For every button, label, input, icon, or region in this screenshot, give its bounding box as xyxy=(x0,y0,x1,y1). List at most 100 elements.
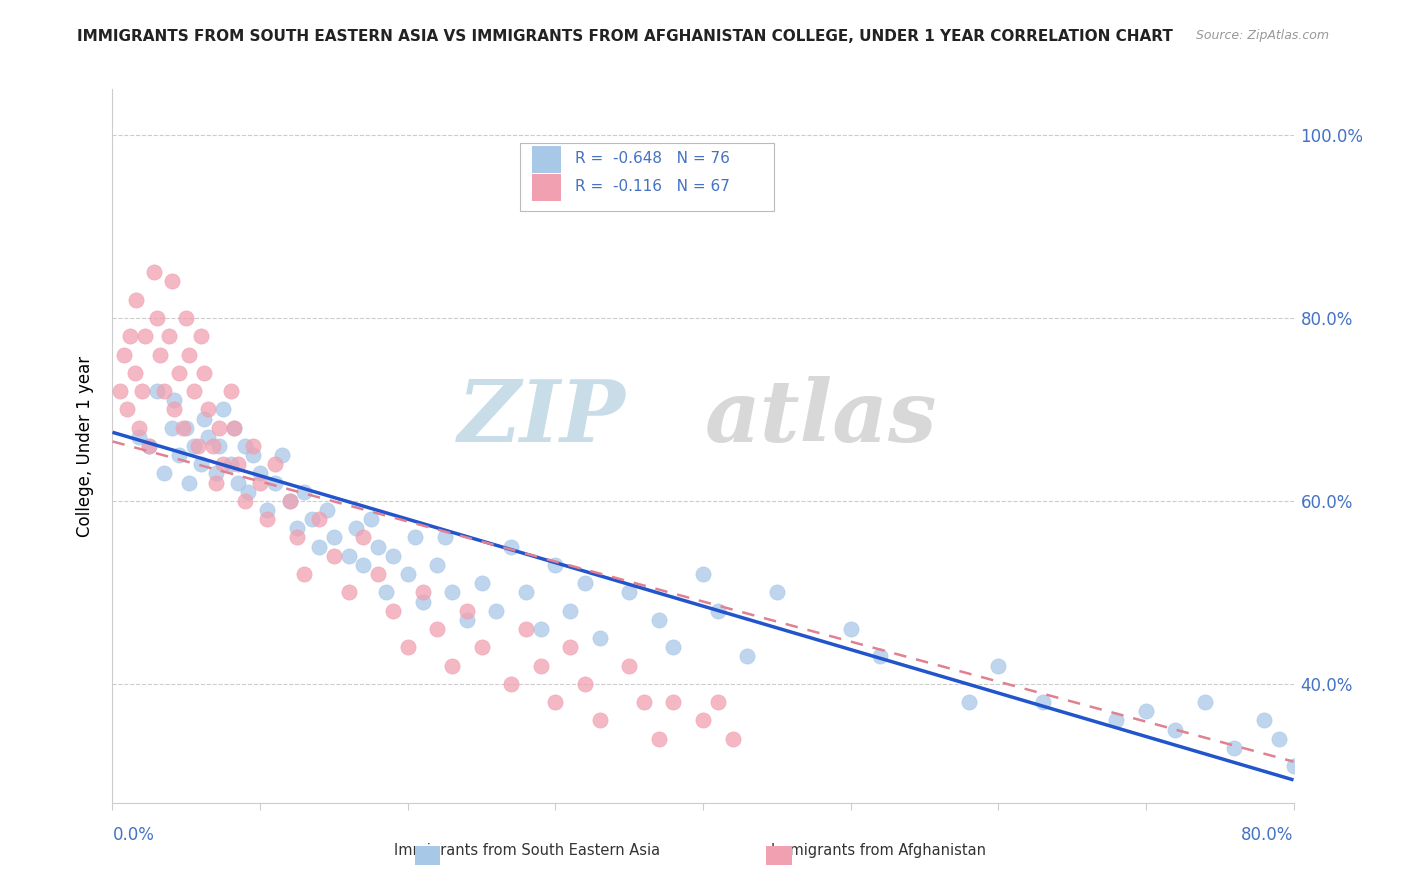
Point xyxy=(529,622,551,636)
Point xyxy=(278,494,301,508)
Point xyxy=(226,475,249,490)
Point xyxy=(131,384,153,398)
Point xyxy=(633,695,655,709)
Point xyxy=(869,649,891,664)
Point xyxy=(193,411,215,425)
Point xyxy=(382,604,405,618)
Point xyxy=(987,658,1010,673)
Point xyxy=(1223,740,1246,755)
Point xyxy=(706,604,728,618)
Point xyxy=(249,475,271,490)
Point xyxy=(183,439,205,453)
Point xyxy=(146,310,169,325)
Bar xyxy=(531,174,561,202)
Point xyxy=(117,402,138,417)
Bar xyxy=(531,145,561,173)
Point xyxy=(285,521,308,535)
Point xyxy=(167,366,190,380)
Point xyxy=(360,512,382,526)
Point xyxy=(558,604,582,618)
Point xyxy=(352,558,374,572)
Point xyxy=(441,658,464,673)
Point xyxy=(619,585,641,599)
Point xyxy=(190,329,212,343)
Point xyxy=(108,384,131,398)
Point xyxy=(278,494,301,508)
Point xyxy=(190,458,212,472)
Y-axis label: College, Under 1 year: College, Under 1 year xyxy=(76,355,94,537)
Point xyxy=(692,567,714,582)
Point xyxy=(301,512,323,526)
Point xyxy=(529,658,551,673)
Point xyxy=(292,484,315,499)
Point xyxy=(470,576,494,591)
Point xyxy=(706,695,728,709)
Point xyxy=(647,731,671,746)
Text: 80.0%: 80.0% xyxy=(1241,826,1294,844)
Text: Immigrants from Afghanistan: Immigrants from Afghanistan xyxy=(772,844,986,858)
Point xyxy=(411,594,433,608)
Point xyxy=(238,484,260,499)
Point xyxy=(222,420,245,434)
Point xyxy=(120,329,142,343)
Point xyxy=(1032,695,1054,709)
Point xyxy=(367,540,389,554)
Point xyxy=(374,585,396,599)
Point xyxy=(411,585,433,599)
Point xyxy=(172,420,194,434)
Point xyxy=(737,649,759,664)
Point xyxy=(323,531,346,545)
Point xyxy=(205,475,228,490)
Point xyxy=(174,310,197,325)
Point xyxy=(1164,723,1187,737)
Point xyxy=(441,585,464,599)
Text: atlas: atlas xyxy=(704,376,938,459)
Text: R =  -0.648   N = 76: R = -0.648 N = 76 xyxy=(575,151,730,166)
Point xyxy=(839,622,862,636)
Point xyxy=(149,347,172,361)
Point xyxy=(226,458,249,472)
Point xyxy=(544,695,567,709)
Point xyxy=(124,366,146,380)
Point xyxy=(242,439,264,453)
Point xyxy=(323,549,346,563)
Point xyxy=(544,558,567,572)
Point xyxy=(426,622,449,636)
Point xyxy=(256,503,278,517)
Point xyxy=(1268,731,1291,746)
Point xyxy=(264,458,287,472)
Point xyxy=(153,384,176,398)
Point xyxy=(957,695,980,709)
Point xyxy=(501,677,523,691)
Point xyxy=(574,576,596,591)
Point xyxy=(456,604,478,618)
Point xyxy=(219,384,242,398)
Point xyxy=(1105,714,1128,728)
Point xyxy=(179,347,201,361)
Point xyxy=(128,420,150,434)
Point xyxy=(308,540,330,554)
Point xyxy=(588,631,610,645)
Point xyxy=(242,448,264,462)
Point xyxy=(404,531,426,545)
Point xyxy=(212,458,235,472)
Point xyxy=(138,439,160,453)
Point xyxy=(205,467,228,481)
Point xyxy=(201,439,224,453)
Text: ZIP: ZIP xyxy=(458,376,626,459)
Point xyxy=(153,467,176,481)
Point xyxy=(721,731,744,746)
Point xyxy=(125,293,148,307)
Point xyxy=(485,604,508,618)
Point xyxy=(337,585,360,599)
Point xyxy=(208,420,231,434)
Point xyxy=(197,402,219,417)
Point xyxy=(183,384,205,398)
Text: Source: ZipAtlas.com: Source: ZipAtlas.com xyxy=(1195,29,1329,42)
Point xyxy=(558,640,582,655)
Point xyxy=(285,531,308,545)
Point xyxy=(197,430,219,444)
Point xyxy=(233,439,256,453)
Point xyxy=(766,585,789,599)
Point xyxy=(470,640,494,655)
